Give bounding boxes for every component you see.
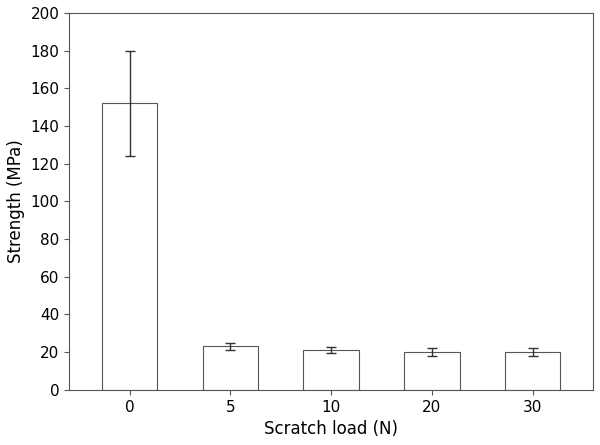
X-axis label: Scratch load (N): Scratch load (N) bbox=[264, 420, 398, 438]
Bar bbox=[102, 103, 157, 390]
Bar bbox=[304, 350, 359, 390]
Bar bbox=[203, 347, 258, 390]
Bar bbox=[505, 352, 560, 390]
Y-axis label: Strength (MPa): Strength (MPa) bbox=[7, 139, 25, 263]
Bar bbox=[404, 352, 460, 390]
